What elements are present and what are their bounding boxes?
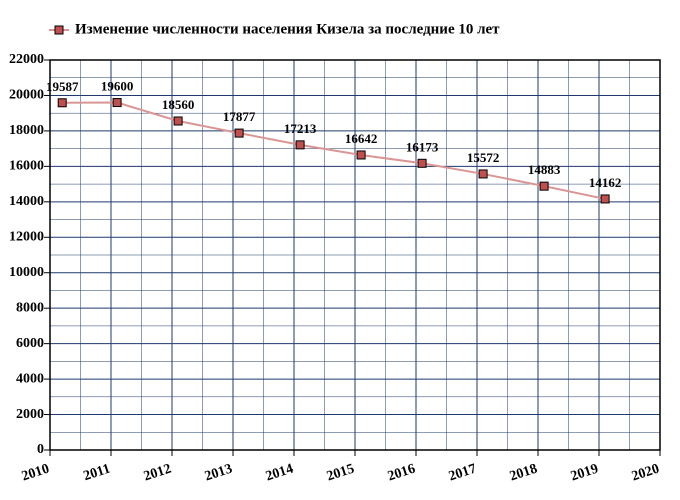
series-value-label: 15572 (467, 150, 500, 165)
y-tick-label: 18000 (9, 123, 44, 138)
y-tick-label: 6000 (16, 336, 44, 351)
series-value-label: 16173 (406, 139, 439, 154)
series-value-label: 17213 (284, 121, 317, 136)
y-tick-label: 8000 (16, 300, 44, 315)
legend: Изменение численности населения Кизела з… (49, 21, 500, 37)
y-tick-label: 4000 (16, 371, 44, 386)
series-marker (418, 159, 426, 167)
population-chart: 0 2000 4000 6000 8000 10000 12000 14000 16000 180… (0, 0, 680, 500)
series-marker (601, 195, 609, 203)
series-value-label: 16642 (345, 131, 378, 146)
legend-marker (55, 26, 63, 34)
series-value-label: 19600 (101, 79, 134, 94)
series-value-label: 18560 (162, 97, 195, 112)
y-tick-label: 12000 (9, 229, 44, 244)
series-value-label: 14883 (528, 162, 561, 177)
y-tick-label: 16000 (9, 159, 44, 174)
y-tick-label: 0 (37, 442, 44, 457)
y-tick-label: 2000 (16, 407, 44, 422)
y-tick-label: 22000 (9, 52, 44, 67)
series-marker (174, 117, 182, 125)
series-marker (540, 182, 548, 190)
series-value-label: 19587 (46, 79, 79, 94)
series-marker (296, 141, 304, 149)
series-value-label: 17877 (223, 109, 256, 124)
series-marker (113, 99, 121, 107)
series-marker (235, 129, 243, 137)
grid (50, 60, 660, 450)
legend-label: Изменение численности населения Кизела з… (75, 21, 500, 37)
series-marker (479, 170, 487, 178)
y-tick-label: 10000 (9, 265, 44, 280)
series-value-label: 14162 (589, 175, 622, 190)
series-marker (357, 151, 365, 159)
y-tick-label: 20000 (9, 88, 44, 103)
y-tick-label: 14000 (9, 194, 44, 209)
series-marker (58, 99, 66, 107)
